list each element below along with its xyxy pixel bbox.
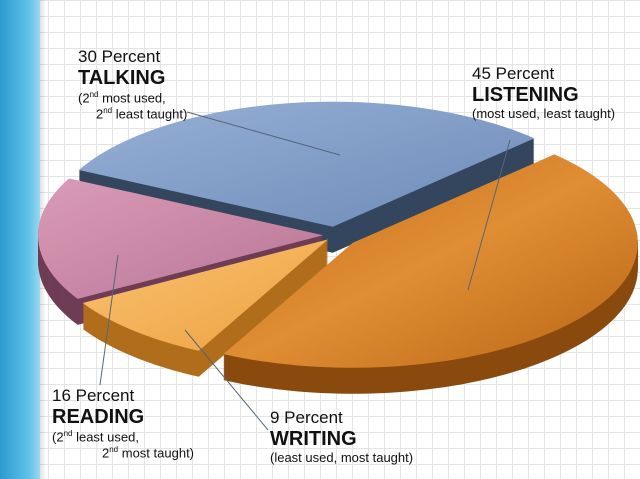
leader-talking <box>186 111 341 156</box>
writing-name: WRITING <box>270 427 357 450</box>
slice-listening <box>223 154 638 368</box>
leader-listening <box>467 139 511 291</box>
slice-writing <box>82 239 329 351</box>
talking-name: TALKING <box>78 66 166 89</box>
note-sup: nd <box>63 428 73 438</box>
leader-writing <box>184 329 269 431</box>
note-text: 2 <box>96 106 104 122</box>
label-listening: 45 Percent LISTENING (most used, least t… <box>472 64 615 121</box>
note-text: most taught) <box>118 445 195 461</box>
reading-note-2: 2nd most taught) <box>52 445 194 461</box>
listening-note: (most used, least taught) <box>472 105 616 121</box>
slice-talking <box>78 101 535 227</box>
talking-note-2: 2nd least taught) <box>78 106 187 122</box>
reading-name: READING <box>52 405 145 428</box>
leader-reading <box>99 254 119 386</box>
note-text: least used, <box>72 428 139 444</box>
note-text: most used, <box>98 89 166 105</box>
note-sup: nd <box>89 89 99 99</box>
listening-percent: 45 Percent <box>472 64 555 83</box>
decorative-side-strip <box>0 0 40 479</box>
listening-name: LISTENING <box>472 83 579 106</box>
note-text: (2 <box>78 89 90 105</box>
label-reading: 16 Percent READING (2nd least used, 2nd … <box>52 386 194 461</box>
writing-percent: 9 Percent <box>270 408 343 427</box>
note-text: least taught) <box>112 106 188 122</box>
label-writing: 9 Percent WRITING (least used, most taug… <box>270 408 413 465</box>
note-text: (2 <box>52 428 64 444</box>
talking-percent: 30 Percent <box>78 47 161 66</box>
reading-note-1: (2nd least used, <box>52 429 194 445</box>
note-sup: nd <box>109 444 119 454</box>
slice-reading <box>38 178 324 299</box>
note-sup: nd <box>103 105 113 115</box>
note-text: 2 <box>102 445 110 461</box>
reading-percent: 16 Percent <box>52 386 135 405</box>
writing-note: (least used, most taught) <box>270 449 414 465</box>
label-talking: 30 Percent TALKING (2nd most used, 2nd l… <box>78 47 187 122</box>
talking-note-1: (2nd most used, <box>78 90 187 106</box>
